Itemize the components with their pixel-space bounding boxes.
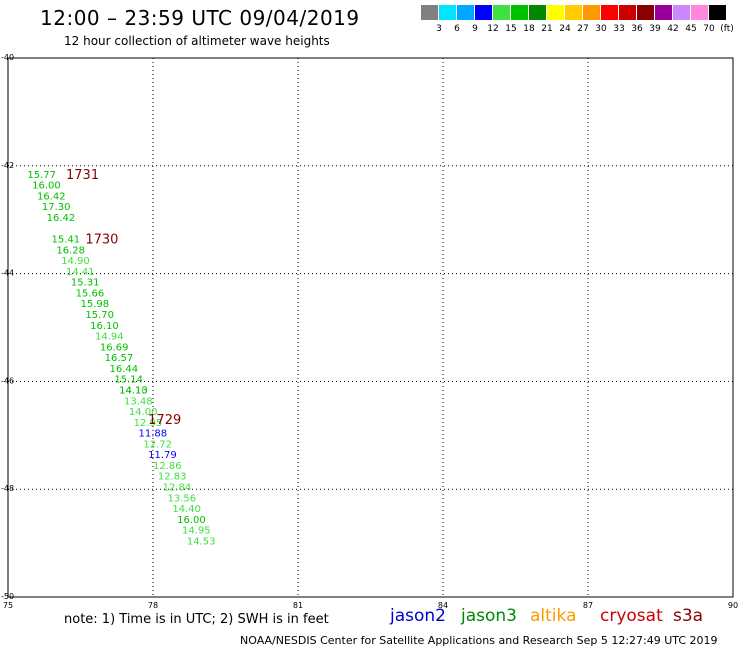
wave-height-plot: 75 78 81 84 87 90-40-42-44-46-48-5015.7716.00…	[1, 53, 738, 610]
legend-label: 42	[667, 24, 679, 34]
satellite-altika-label: altika	[530, 606, 577, 626]
legend-label: 18	[523, 24, 535, 34]
time-label: 1730	[85, 233, 118, 248]
legend-swatch	[529, 5, 546, 20]
swh-data-label: 16.57	[105, 353, 134, 364]
legend-label: 21	[541, 24, 553, 34]
swh-data-label: 15.98	[81, 299, 110, 310]
swh-data-label: 15.66	[76, 288, 105, 299]
swh-data-label: 14.00	[129, 407, 158, 418]
swh-data-label: 13.48	[124, 396, 153, 407]
swh-data-label: 14.53	[187, 536, 216, 547]
swh-data-label: 12.86	[153, 461, 182, 472]
swh-data-label: 16.44	[110, 364, 139, 375]
plot-frame	[7, 57, 734, 598]
legend-label: 70	[703, 24, 715, 34]
swh-data-label: 12.72	[143, 439, 172, 450]
satellite-s3a-label: s3a	[673, 606, 704, 626]
x-tick-label: 90	[728, 601, 738, 610]
legend-swatch	[691, 5, 708, 20]
swh-data-label: 11.88	[139, 429, 168, 440]
swh-data-label: 14.94	[95, 332, 124, 343]
legend-label: 45	[685, 24, 697, 34]
chart-subtitle: 12 hour collection of altimeter wave hei…	[64, 34, 330, 48]
y-tick-label: -42	[1, 161, 14, 170]
swh-data-label: 16.10	[90, 321, 119, 332]
legend-label: 6	[454, 24, 460, 34]
legend-swatch	[439, 5, 456, 20]
legend-swatch	[709, 5, 726, 20]
y-tick-label: -50	[1, 592, 14, 601]
legend-swatch	[655, 5, 672, 20]
swh-data-label: 16.69	[100, 342, 129, 353]
legend-label: 3	[436, 24, 442, 34]
time-label: 1729	[148, 413, 181, 428]
swh-data-label: 12.84	[163, 483, 192, 494]
swh-data-label: 14.95	[182, 526, 211, 537]
legend-label: 12	[487, 24, 499, 34]
legend-label: 36	[631, 24, 643, 34]
swh-data-label: 16.00	[177, 515, 206, 526]
swh-data-label: 16.42	[47, 213, 76, 224]
swh-data-label: 15.77	[27, 170, 56, 181]
satellite-cryosat-label: cryosat	[600, 606, 663, 626]
swh-data-label: 14.90	[61, 256, 90, 267]
legend-swatch	[547, 5, 564, 20]
x-tick-label: 87	[583, 601, 593, 610]
legend-unit: (ft)	[720, 24, 734, 34]
legend-swatch	[457, 5, 474, 20]
swh-data-label: 14.13	[119, 385, 148, 396]
x-tick-label: 81	[293, 601, 303, 610]
legend-label: 39	[649, 24, 661, 34]
swh-data-label: 14.40	[172, 504, 201, 515]
swh-data-label: 13.56	[168, 493, 197, 504]
swh-data-label: 16.28	[56, 245, 85, 256]
legend-swatch	[565, 5, 582, 20]
swh-data-label: 16.42	[37, 191, 66, 202]
legend-swatch	[493, 5, 510, 20]
legend-label: 24	[559, 24, 571, 34]
swh-data-label: 12.83	[158, 472, 187, 483]
swh-data-label: 11.79	[148, 450, 177, 461]
legend-label: 9	[472, 24, 478, 34]
swh-data-label: 16.00	[32, 181, 61, 192]
time-label: 1731	[66, 168, 99, 183]
legend-label: 33	[613, 24, 625, 34]
legend-swatch	[511, 5, 528, 20]
satellite-jason2-label: jason2	[390, 606, 446, 626]
swh-data-label: 15.14	[114, 375, 143, 386]
legend-swatch	[619, 5, 636, 20]
legend-swatch	[637, 5, 654, 20]
x-tick-label: 84	[438, 601, 448, 610]
units-note: note: 1) Time is in UTC; 2) SWH is in fe…	[64, 612, 329, 627]
legend-label: 27	[577, 24, 589, 34]
legend-swatch	[475, 5, 492, 20]
swh-data-label: 17.30	[42, 202, 71, 213]
y-tick-label: -40	[1, 53, 14, 62]
y-tick-label: -44	[1, 269, 14, 278]
legend-swatch	[673, 5, 690, 20]
satellite-jason3-label: jason3	[461, 606, 517, 626]
legend-label: 15	[505, 24, 517, 34]
swh-data-label: 15.31	[71, 278, 100, 289]
swh-data-label: 12.95	[134, 418, 163, 429]
footer-credit: NOAA/NESDIS Center for Satellite Applica…	[240, 634, 718, 647]
legend-swatch	[583, 5, 600, 20]
x-tick-label: 75	[3, 601, 13, 610]
swh-data-label: 15.41	[52, 235, 81, 246]
legend-swatch	[601, 5, 618, 20]
y-tick-label: -48	[1, 484, 14, 493]
chart-title: 12:00 – 23:59 UTC 09/04/2019	[40, 6, 360, 30]
swh-data-label: 14.41	[66, 267, 95, 278]
x-tick-label: 78	[148, 601, 158, 610]
y-tick-label: -46	[1, 376, 14, 385]
legend-label: 30	[595, 24, 607, 34]
legend-swatch	[421, 5, 438, 20]
swh-data-label: 14.10	[119, 385, 148, 396]
swh-data-label: 15.70	[85, 310, 114, 321]
